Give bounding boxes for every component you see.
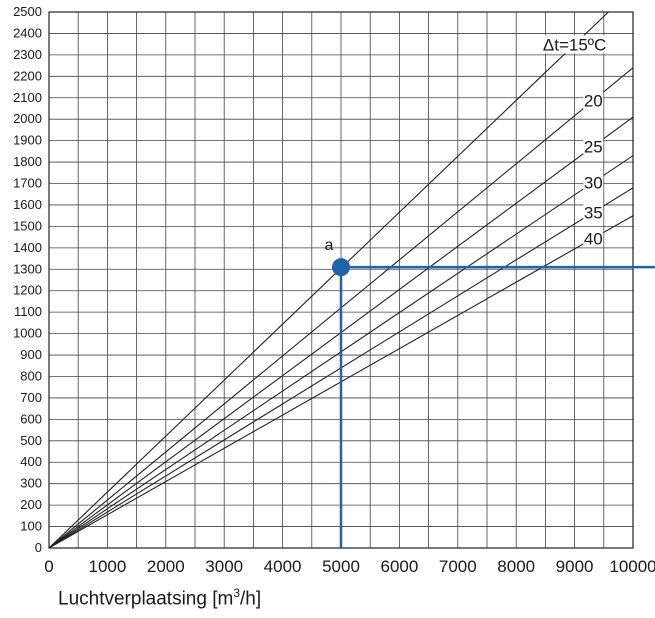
series-label-bg [583, 203, 604, 222]
x-tick-label: 5000 [322, 557, 360, 576]
y-tick-label: 600 [20, 411, 42, 426]
x-tick-label: 9000 [556, 557, 594, 576]
series-labels: Δt=15ºC 20 25 30 35 40 [537, 35, 612, 248]
series-label-bg [583, 137, 604, 156]
y-tick-label: 900 [20, 347, 42, 362]
x-tick-label: 7000 [439, 557, 477, 576]
y-tick-label: 2200 [13, 68, 42, 83]
y-tick-label: 1000 [13, 326, 42, 341]
y-tick-label: 400 [20, 454, 42, 469]
y-tick-label: 1900 [13, 133, 42, 148]
series-label-bg [537, 35, 612, 54]
x-tick-label: 1000 [88, 557, 126, 576]
y-tick-label: 100 [20, 519, 42, 534]
y-tick-label: 2000 [13, 111, 42, 126]
series-label: 25 [584, 137, 603, 156]
x-tick-label: 2000 [147, 557, 185, 576]
y-tick-label: 200 [20, 497, 42, 512]
x-tick-label: 6000 [380, 557, 418, 576]
annotation-label: a [325, 237, 334, 254]
y-tick-label: 800 [20, 368, 42, 383]
x-tick-label: 10000 [609, 557, 655, 576]
y-tick-label: 2100 [13, 90, 42, 105]
x-axis-title: Luchtverplaatsing [m3/h] [58, 586, 262, 610]
x-tick-label: 8000 [497, 557, 535, 576]
series-label: Δt=15ºC [543, 35, 606, 54]
series-label-bg [583, 91, 604, 110]
series-label: 35 [584, 203, 603, 222]
y-tick-label: 300 [20, 476, 42, 491]
series-label: 40 [584, 229, 603, 248]
y-tick-label: 1700 [13, 176, 42, 191]
x-axis-ticks: 0 1000 2000 3000 4000 5000 6000 7000 8000 9000 100… [44, 557, 655, 576]
y-tick-label: 1200 [13, 283, 42, 298]
y-tick-label: 2300 [13, 47, 42, 62]
y-tick-label: 1600 [13, 197, 42, 212]
y-tick-label: 0 [35, 540, 42, 555]
y-tick-label: 700 [20, 390, 42, 405]
series-label-bg [583, 229, 604, 248]
y-tick-label: 2400 [13, 25, 42, 40]
y-tick-label: 2500 [13, 4, 42, 19]
y-tick-label: 1500 [13, 218, 42, 233]
series-label: 20 [584, 91, 603, 110]
x-tick-label: 0 [44, 557, 53, 576]
y-tick-label: 1100 [14, 304, 42, 319]
y-axis-ticks: 0 100 200 300 400 500 600 700 800 900 1000 1100 1200… [13, 4, 42, 555]
annotation: a [325, 237, 655, 548]
y-tick-label: 500 [20, 433, 42, 448]
x-tick-label: 4000 [264, 557, 302, 576]
y-tick-label: 1400 [13, 240, 42, 255]
y-tick-label: 1800 [13, 154, 42, 169]
series-label-bg [583, 173, 604, 192]
x-tick-label: 3000 [205, 557, 243, 576]
annotation-point [332, 258, 350, 277]
y-tick-label: 1300 [13, 261, 42, 276]
series-label: 30 [584, 173, 603, 192]
